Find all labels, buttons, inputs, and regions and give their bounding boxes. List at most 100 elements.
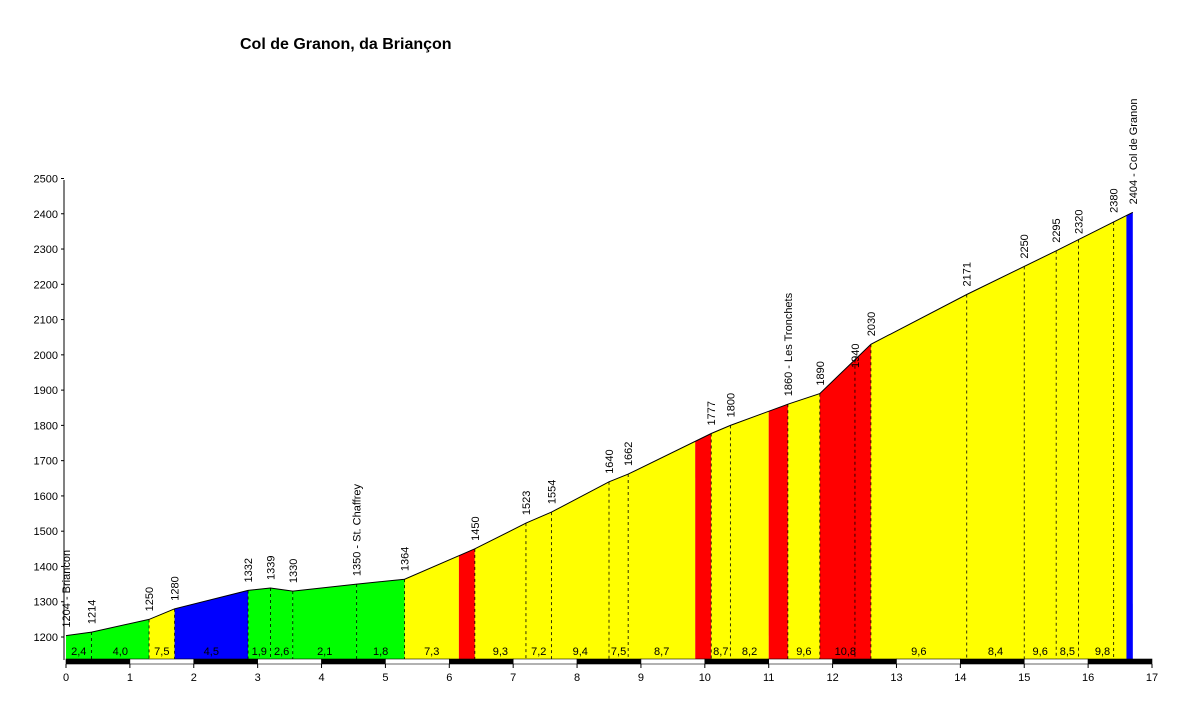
grade-segment-green xyxy=(292,584,357,660)
km-bar-block xyxy=(1023,658,1089,665)
km-scale-bar xyxy=(65,658,1153,665)
waypoint-label: 2380 xyxy=(1109,188,1121,212)
y-tick-label: 1600 xyxy=(34,491,58,503)
x-tick-label: 10 xyxy=(699,672,711,684)
grade-label: 2,6 xyxy=(274,646,289,658)
x-tick-label: 15 xyxy=(1018,672,1030,684)
grade-segment-yellow xyxy=(628,441,696,660)
grade-segment-blue xyxy=(1126,212,1133,661)
km-bar-block xyxy=(448,658,514,665)
y-tick-label: 1800 xyxy=(34,420,58,432)
grade-fills xyxy=(66,212,1133,661)
km-bar-block xyxy=(193,658,258,665)
y-tick-label: 2000 xyxy=(34,350,58,362)
waypoint-label: 1332 xyxy=(243,558,255,582)
waypoint-label: 1450 xyxy=(470,516,482,540)
x-tick-label: 12 xyxy=(826,672,838,684)
grade-label: 8,7 xyxy=(654,646,669,658)
grade-segment-green xyxy=(270,588,293,660)
grade-segment-yellow xyxy=(525,512,552,660)
grade-segment-yellow xyxy=(1024,250,1057,661)
x-tick-label: 16 xyxy=(1082,672,1094,684)
waypoint-label: 1250 xyxy=(144,587,156,611)
y-tick-label: 1700 xyxy=(34,456,58,468)
waypoint-label: 1777 xyxy=(706,401,718,425)
x-tick-label: 14 xyxy=(954,672,966,684)
waypoint-label: 1640 xyxy=(604,449,616,473)
grade-segment-red xyxy=(768,404,788,660)
km-bar-block xyxy=(129,658,195,665)
y-tick-label: 2100 xyxy=(34,315,58,327)
waypoint-label: 1890 xyxy=(815,361,827,385)
grade-segment-yellow xyxy=(149,608,175,660)
km-bar-block xyxy=(896,658,961,665)
grade-segment-yellow xyxy=(870,294,967,660)
waypoint-label: 1280 xyxy=(170,576,182,600)
km-bar-block xyxy=(576,658,642,665)
grade-label: 2,1 xyxy=(317,646,332,658)
segment-dividers xyxy=(91,221,1115,660)
waypoint-label: 1940 xyxy=(850,344,862,368)
km-bar-block xyxy=(65,658,131,665)
grade-segment-yellow xyxy=(966,266,1025,660)
axes: 1200130014001500160017001800190020002100… xyxy=(34,173,1159,684)
waypoint-label: 1662 xyxy=(623,442,635,466)
waypoint-label: 1523 xyxy=(521,491,533,515)
grade-label: 9,6 xyxy=(1033,646,1048,658)
profile-outline xyxy=(65,211,1134,637)
y-tick-label: 2300 xyxy=(34,244,58,256)
grade-labels: 2,4 4,0 7,5 4,5 1,9 2,6 2,1 1,8 7,3 9,3 7,2 9,4 7,5 8… xyxy=(71,646,1110,658)
waypoint-label: 2250 xyxy=(1019,234,1031,258)
km-bar-block xyxy=(512,658,578,665)
waypoint-label: 1204 - Briancon xyxy=(61,550,73,628)
x-tick-label: 4 xyxy=(318,672,324,684)
grade-segment-yellow xyxy=(551,481,609,660)
grade-label: 1,9 xyxy=(252,646,267,658)
chart-title: Col de Granon, da Briançon xyxy=(240,36,452,53)
grade-label: 9,6 xyxy=(796,646,811,658)
km-bar-block xyxy=(768,658,833,665)
grade-label: 7,5 xyxy=(154,646,169,658)
grade-label: 2,4 xyxy=(71,646,86,658)
waypoint-label: 2295 xyxy=(1051,218,1063,242)
grade-label: 9,8 xyxy=(1095,646,1110,658)
waypoint-label: 2171 xyxy=(962,262,974,286)
waypoint-label: 1350 - St. Chaffrey xyxy=(352,483,364,576)
grade-label: 7,5 xyxy=(611,646,626,658)
waypoint-label: 1214 xyxy=(87,600,99,624)
grade-segment-red xyxy=(695,433,712,660)
y-tick-label: 2200 xyxy=(34,279,58,291)
y-tick-label: 1500 xyxy=(34,526,58,538)
grade-label: 9,3 xyxy=(493,646,508,658)
grade-label: 10,8 xyxy=(835,646,856,658)
waypoint-labels: 1204 - Briancon 1214 1250 1280 1332 1339 1330 1… xyxy=(61,99,1140,628)
x-tick-label: 0 xyxy=(63,672,69,684)
grade-segment-green xyxy=(356,579,405,660)
y-tick-label: 2500 xyxy=(34,173,58,185)
waypoint-label: 1339 xyxy=(265,555,277,579)
grade-segment-green xyxy=(91,619,150,660)
km-bar-block xyxy=(257,658,322,665)
km-bar-block xyxy=(385,658,450,665)
waypoint-label: 1554 xyxy=(547,480,559,504)
grade-label: 9,4 xyxy=(573,646,588,658)
grade-segment-blue xyxy=(174,590,249,660)
km-bar-block xyxy=(832,658,897,665)
x-tick-label: 8 xyxy=(574,672,580,684)
x-tick-label: 7 xyxy=(510,672,516,684)
km-bar-block xyxy=(321,658,386,665)
x-tick-label: 13 xyxy=(890,672,902,684)
x-tick-label: 1 xyxy=(127,672,133,684)
grade-segment-yellow xyxy=(474,523,526,660)
grade-label: 8,4 xyxy=(988,646,1003,658)
grade-label: 8,7 xyxy=(713,646,728,658)
x-tick-label: 3 xyxy=(255,672,261,684)
grade-label: 8,2 xyxy=(742,646,757,658)
grade-segment-yellow xyxy=(1056,239,1079,660)
grade-label: 4,0 xyxy=(113,646,128,658)
waypoint-label: 1364 xyxy=(400,547,412,571)
profile-line xyxy=(65,211,1134,637)
waypoint-label: 1800 xyxy=(725,393,737,417)
y-tick-label: 1300 xyxy=(34,597,58,609)
